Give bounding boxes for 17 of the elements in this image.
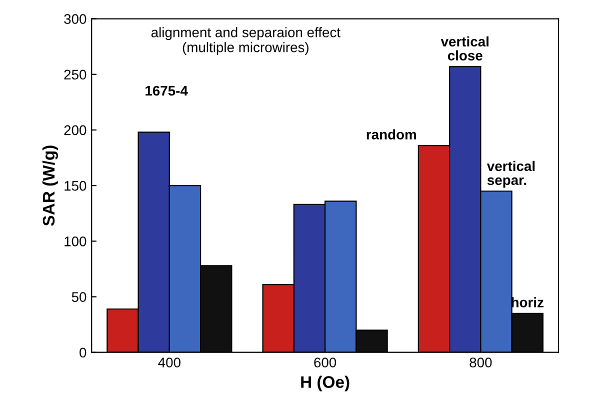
y-tick-label: 0 (80, 348, 86, 358)
series-label: vertical separ. (486, 160, 535, 188)
x-axis-title: H (Oe) (301, 376, 350, 392)
annotation: alignment and separaion effect (multiple microwires) (151, 27, 340, 56)
y-axis-title: SAR (W/g) (42, 146, 58, 226)
y-tick-label: 150 (64, 180, 86, 191)
y-tick-label: 50 (72, 292, 86, 302)
x-tick-label: 600 (314, 358, 336, 368)
y-tick-label: 250 (64, 70, 86, 80)
annotation: 1675-4 (146, 86, 188, 96)
x-tick-label: 400 (158, 358, 180, 368)
y-tick-label: 300 (64, 14, 86, 24)
series-label: vertical close (440, 36, 488, 60)
series-label: random (366, 129, 416, 140)
x-tick-label: 800 (470, 358, 492, 368)
y-tick-label: 200 (64, 125, 86, 136)
y-tick-label: 100 (64, 236, 86, 246)
